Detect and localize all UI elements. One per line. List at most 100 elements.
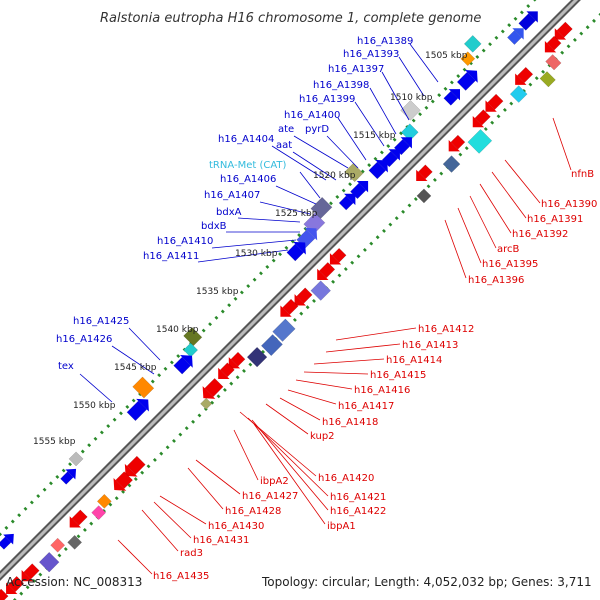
reverse-gene-7	[472, 109, 491, 128]
tick-dot	[350, 260, 355, 265]
forward-gene-17	[286, 241, 306, 262]
reverse-leader-25	[117, 539, 153, 575]
tick-dot	[362, 248, 367, 252]
forward-gene-3-body	[460, 51, 476, 67]
gene-label-h16_A1426: h16_A1426	[56, 334, 112, 345]
reverse-gene-22-arrowhead	[218, 367, 230, 380]
gene-label-h16_A1416: h16_A1416	[354, 385, 410, 396]
tick-dot	[265, 265, 270, 269]
gene-label-h16_A1430: h16_A1430	[208, 521, 264, 532]
reverse-gene-35	[0, 588, 9, 600]
tick-dot	[509, 101, 514, 106]
reverse-leader-22	[159, 495, 207, 525]
kbp-tick-labels: 1505 kbp 1510 kbp 1515 kbp 1520 kbp 1525…	[33, 51, 468, 447]
gene-features	[0, 11, 573, 600]
tick-dot	[25, 585, 30, 590]
tick-label-1535: 1535 kbp	[196, 287, 239, 297]
reverse-leader-3	[479, 183, 512, 234]
tick-dot	[579, 31, 584, 36]
tick-dot	[367, 163, 372, 168]
map-title: Ralstonia eutropha H16 chromosome 1, com…	[100, 11, 481, 26]
gene-label-h16_A1414: h16_A1414	[386, 355, 442, 366]
tick-dot	[239, 290, 244, 295]
gene-label-bdxB: bdxB	[201, 221, 227, 232]
tick-label-1525: 1525 kbp	[275, 209, 318, 219]
reverse-gene-22	[218, 362, 235, 380]
forward-gene-20	[173, 354, 193, 375]
tick-dot	[488, 42, 493, 47]
tick-dot	[386, 144, 391, 148]
reverse-gene-13	[329, 247, 347, 265]
gene-label-h16_A1427: h16_A1427	[242, 491, 298, 502]
tick-dot	[278, 252, 283, 257]
forward-gene-19-body	[183, 342, 199, 358]
tick-label-1510: 1510 kbp	[390, 93, 433, 103]
gene-label-h16_A1417: h16_A1417	[338, 401, 394, 412]
reverse-gene-6-body	[487, 93, 504, 110]
tick-dot	[23, 506, 28, 511]
label-leader-lines	[79, 43, 572, 575]
tick-dot	[259, 271, 263, 276]
tick-dot	[519, 10, 524, 15]
forward-leader-16	[197, 249, 289, 263]
tick-dot	[432, 178, 437, 182]
forward-gene-13-arrowhead	[344, 193, 356, 206]
tick-dot	[89, 521, 94, 526]
reverse-gene-11-arrowhead	[416, 169, 428, 182]
reverse-leader-11	[295, 379, 353, 390]
tick-dot	[348, 182, 353, 187]
reverse-gene-32	[38, 551, 60, 573]
tick-dot	[214, 315, 219, 320]
tick-dot	[507, 23, 512, 28]
reverse-gene-35-body	[0, 588, 9, 600]
forward-gene-23-body	[68, 451, 84, 467]
reverse-gene-2-body	[545, 54, 562, 71]
tick-dot	[356, 254, 361, 259]
reverse-leader-17	[195, 459, 241, 495]
reverse-gene-4	[515, 66, 534, 85]
tick-dot	[394, 216, 399, 221]
tick-dot	[184, 426, 189, 431]
tick-dot	[439, 171, 444, 176]
tick-dot	[401, 209, 406, 214]
reverse-gene-23-arrowhead	[202, 386, 216, 399]
tick-dot	[63, 547, 68, 552]
tick-dot	[496, 114, 501, 119]
forward-leader-11	[275, 185, 317, 205]
tick-dot	[32, 578, 36, 583]
reverse-leader-12	[287, 389, 337, 405]
tick-dot	[235, 375, 240, 380]
forward-gene-12-arrowhead	[356, 181, 369, 193]
forward-gene-20-arrowhead	[180, 354, 193, 368]
tick-label-1505: 1505 kbp	[425, 51, 468, 61]
tick-dot	[534, 76, 539, 81]
tick-dot	[140, 470, 145, 475]
tick-dot	[108, 502, 113, 507]
tick-dot	[526, 4, 531, 8]
tick-dot	[407, 203, 412, 208]
reverse-gene-27-body	[96, 493, 112, 509]
forward-leader-5	[337, 117, 367, 161]
gene-label-h16_A1421: h16_A1421	[330, 492, 386, 503]
reverse-leader-14	[265, 403, 309, 435]
gene-label-h16_A1406: h16_A1406	[220, 174, 276, 185]
reverse-gene-26	[113, 471, 133, 491]
reverse-gene-16	[294, 287, 313, 306]
gene-label-nfnB: nfnB	[571, 169, 594, 180]
forward-gene-10-arrowhead	[375, 159, 388, 173]
reverse-gene-24	[200, 397, 213, 410]
forward-gene-19	[183, 342, 199, 358]
forward-gene-4	[456, 70, 478, 91]
tick-dot	[592, 18, 596, 23]
forward-gene-24-body	[60, 471, 74, 485]
tick-dot	[38, 572, 43, 577]
gene-label-h16_A1435: h16_A1435	[153, 571, 209, 582]
tick-dot	[87, 443, 92, 448]
gene-label-h16_A1418: h16_A1418	[322, 417, 378, 428]
tick-label-1550: 1550 kbp	[73, 401, 116, 411]
forward-gene-22-body	[126, 400, 148, 422]
reverse-gene-15-body	[310, 280, 331, 301]
tick-dot	[220, 309, 225, 314]
reverse-gene-1-arrowhead	[544, 41, 557, 53]
tick-dot	[424, 105, 429, 110]
